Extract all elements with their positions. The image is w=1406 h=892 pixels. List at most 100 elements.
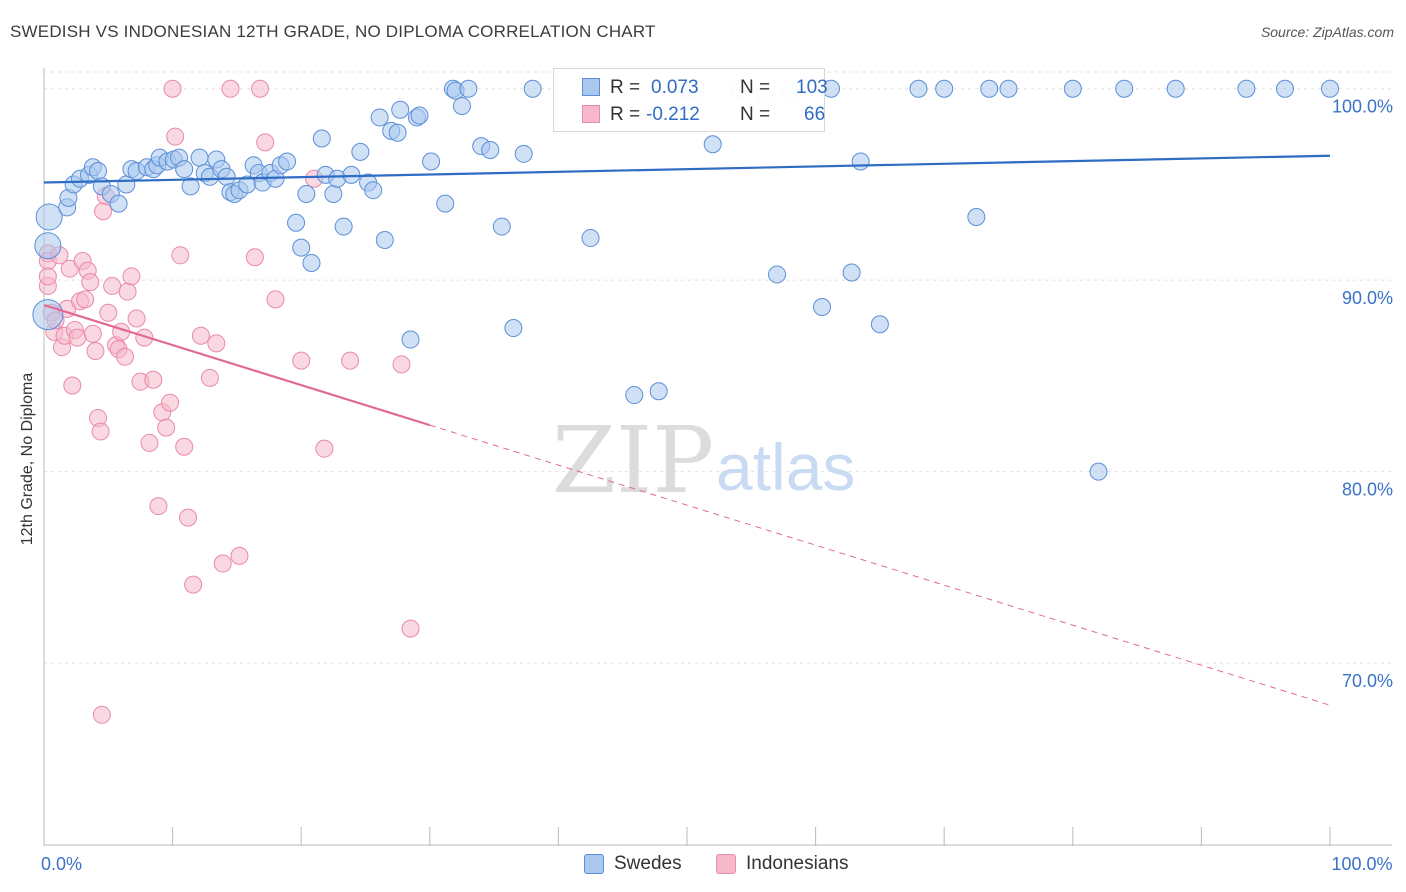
watermark: ZIP atlas — [552, 407, 855, 514]
swedes-trend-line — [43, 154, 1331, 184]
swedes-point — [967, 208, 986, 226]
swedes-point — [342, 165, 361, 184]
swedes-point — [1275, 79, 1294, 98]
indonesians-point — [140, 433, 159, 452]
indonesians-point — [341, 351, 360, 370]
indonesians-point — [161, 393, 180, 412]
y-tick-label: 90.0% — [1342, 288, 1393, 308]
indonesians-point — [91, 422, 110, 441]
axes — [43, 68, 1392, 846]
indonesians-trend-line — [43, 304, 431, 427]
swedes-point — [278, 152, 297, 171]
indonesians-point — [149, 497, 168, 516]
swedes-point — [375, 230, 394, 249]
x-tick-label: 0.0% — [41, 854, 82, 874]
swedes-point — [190, 148, 209, 167]
swedes-point — [436, 194, 455, 213]
swedes-point — [217, 167, 236, 186]
swedes-point — [35, 203, 63, 231]
swedes-point — [292, 238, 311, 257]
swedes-point — [842, 263, 861, 282]
swedes-point — [649, 382, 668, 401]
correlation-legend: R = 0.073 N = 103 R = -0.212 N = 66 — [553, 68, 828, 132]
swedes-point — [1237, 79, 1256, 98]
indonesians-point — [171, 246, 190, 265]
swedes-point — [302, 253, 321, 272]
indonesians-point — [315, 439, 334, 458]
swedes-point — [523, 79, 542, 98]
legend-swatch-swedes — [582, 78, 600, 96]
indonesians-point — [63, 376, 82, 395]
legend-r-label: R = — [610, 104, 641, 125]
swedes-point — [351, 142, 370, 161]
swedes-point — [34, 232, 62, 260]
indonesians-point — [207, 334, 226, 353]
bottom-legend-swatch-swedes — [584, 854, 604, 874]
swedes-point — [297, 185, 316, 204]
swedes-point — [32, 299, 64, 331]
swedes-point — [1089, 462, 1108, 481]
legend-n-label: N = — [740, 77, 771, 98]
swedes-point — [459, 79, 478, 98]
indonesians-point — [230, 546, 249, 565]
swedes-point — [334, 217, 353, 236]
swedes-point — [109, 194, 128, 213]
swedes-point — [481, 140, 500, 159]
indonesians-point — [144, 370, 163, 389]
indonesians-point — [116, 347, 135, 366]
legend-r-value: -0.212 — [646, 104, 700, 125]
indonesians-point — [191, 326, 210, 345]
swedes-point — [391, 100, 410, 119]
swedes-point — [870, 315, 889, 334]
swedes-point — [504, 319, 523, 338]
swedes-point — [89, 162, 108, 181]
indonesians-point — [213, 554, 232, 573]
swedes-point — [581, 229, 600, 248]
indonesians-point — [127, 309, 146, 328]
indonesians-point — [251, 79, 270, 98]
swedes-point — [370, 108, 389, 127]
swedes-point — [909, 79, 928, 98]
swedes-point — [768, 265, 787, 284]
watermark-atlas: atlas — [716, 430, 855, 504]
swedes-point — [312, 129, 331, 148]
indonesians-point — [99, 303, 118, 322]
indonesians-point — [81, 273, 100, 292]
swedes-point — [999, 79, 1018, 98]
indonesians-point — [83, 324, 102, 343]
swedes-point — [935, 79, 954, 98]
indonesians-point — [256, 133, 275, 152]
indonesians-trend-line-dashed — [429, 424, 1331, 706]
legend-r-label: R = — [610, 77, 641, 98]
swedes-point — [851, 152, 870, 171]
indonesians-point — [122, 267, 141, 286]
indonesians-point — [401, 619, 420, 638]
swedes-point — [175, 160, 194, 179]
indonesians-point — [38, 267, 57, 286]
swedes-point — [181, 177, 200, 196]
legend-swatch-indonesians — [582, 105, 600, 123]
swedes-point — [1321, 79, 1339, 98]
legend-n-value: 103 — [796, 77, 828, 98]
swedes-point — [492, 217, 511, 236]
y-tick-label: 100.0% — [1332, 97, 1393, 117]
swedes-point — [452, 96, 471, 115]
swedes-point — [1115, 79, 1134, 98]
indonesians-point — [200, 368, 219, 387]
indonesians-point — [221, 79, 240, 98]
x-tick-label: 100.0% — [1331, 854, 1392, 874]
y-tick-label: 80.0% — [1342, 480, 1393, 500]
swedes-point — [324, 185, 343, 204]
swedes-point — [980, 79, 999, 98]
source-label: Source: ZipAtlas.com — [1260, 24, 1394, 40]
indonesians-point — [92, 705, 111, 724]
y-tick-label: 70.0% — [1342, 671, 1393, 691]
indonesians-point — [94, 202, 113, 221]
swedes-point — [703, 135, 722, 154]
legend-n-label: N = — [740, 104, 771, 125]
bottom-legend-swatch-indonesians — [716, 854, 736, 874]
watermark-zip: ZIP — [552, 407, 714, 514]
swedes-point — [514, 144, 533, 163]
bottom-legend-label-indonesians: Indonesians — [746, 853, 849, 874]
indonesians-point — [86, 342, 105, 361]
